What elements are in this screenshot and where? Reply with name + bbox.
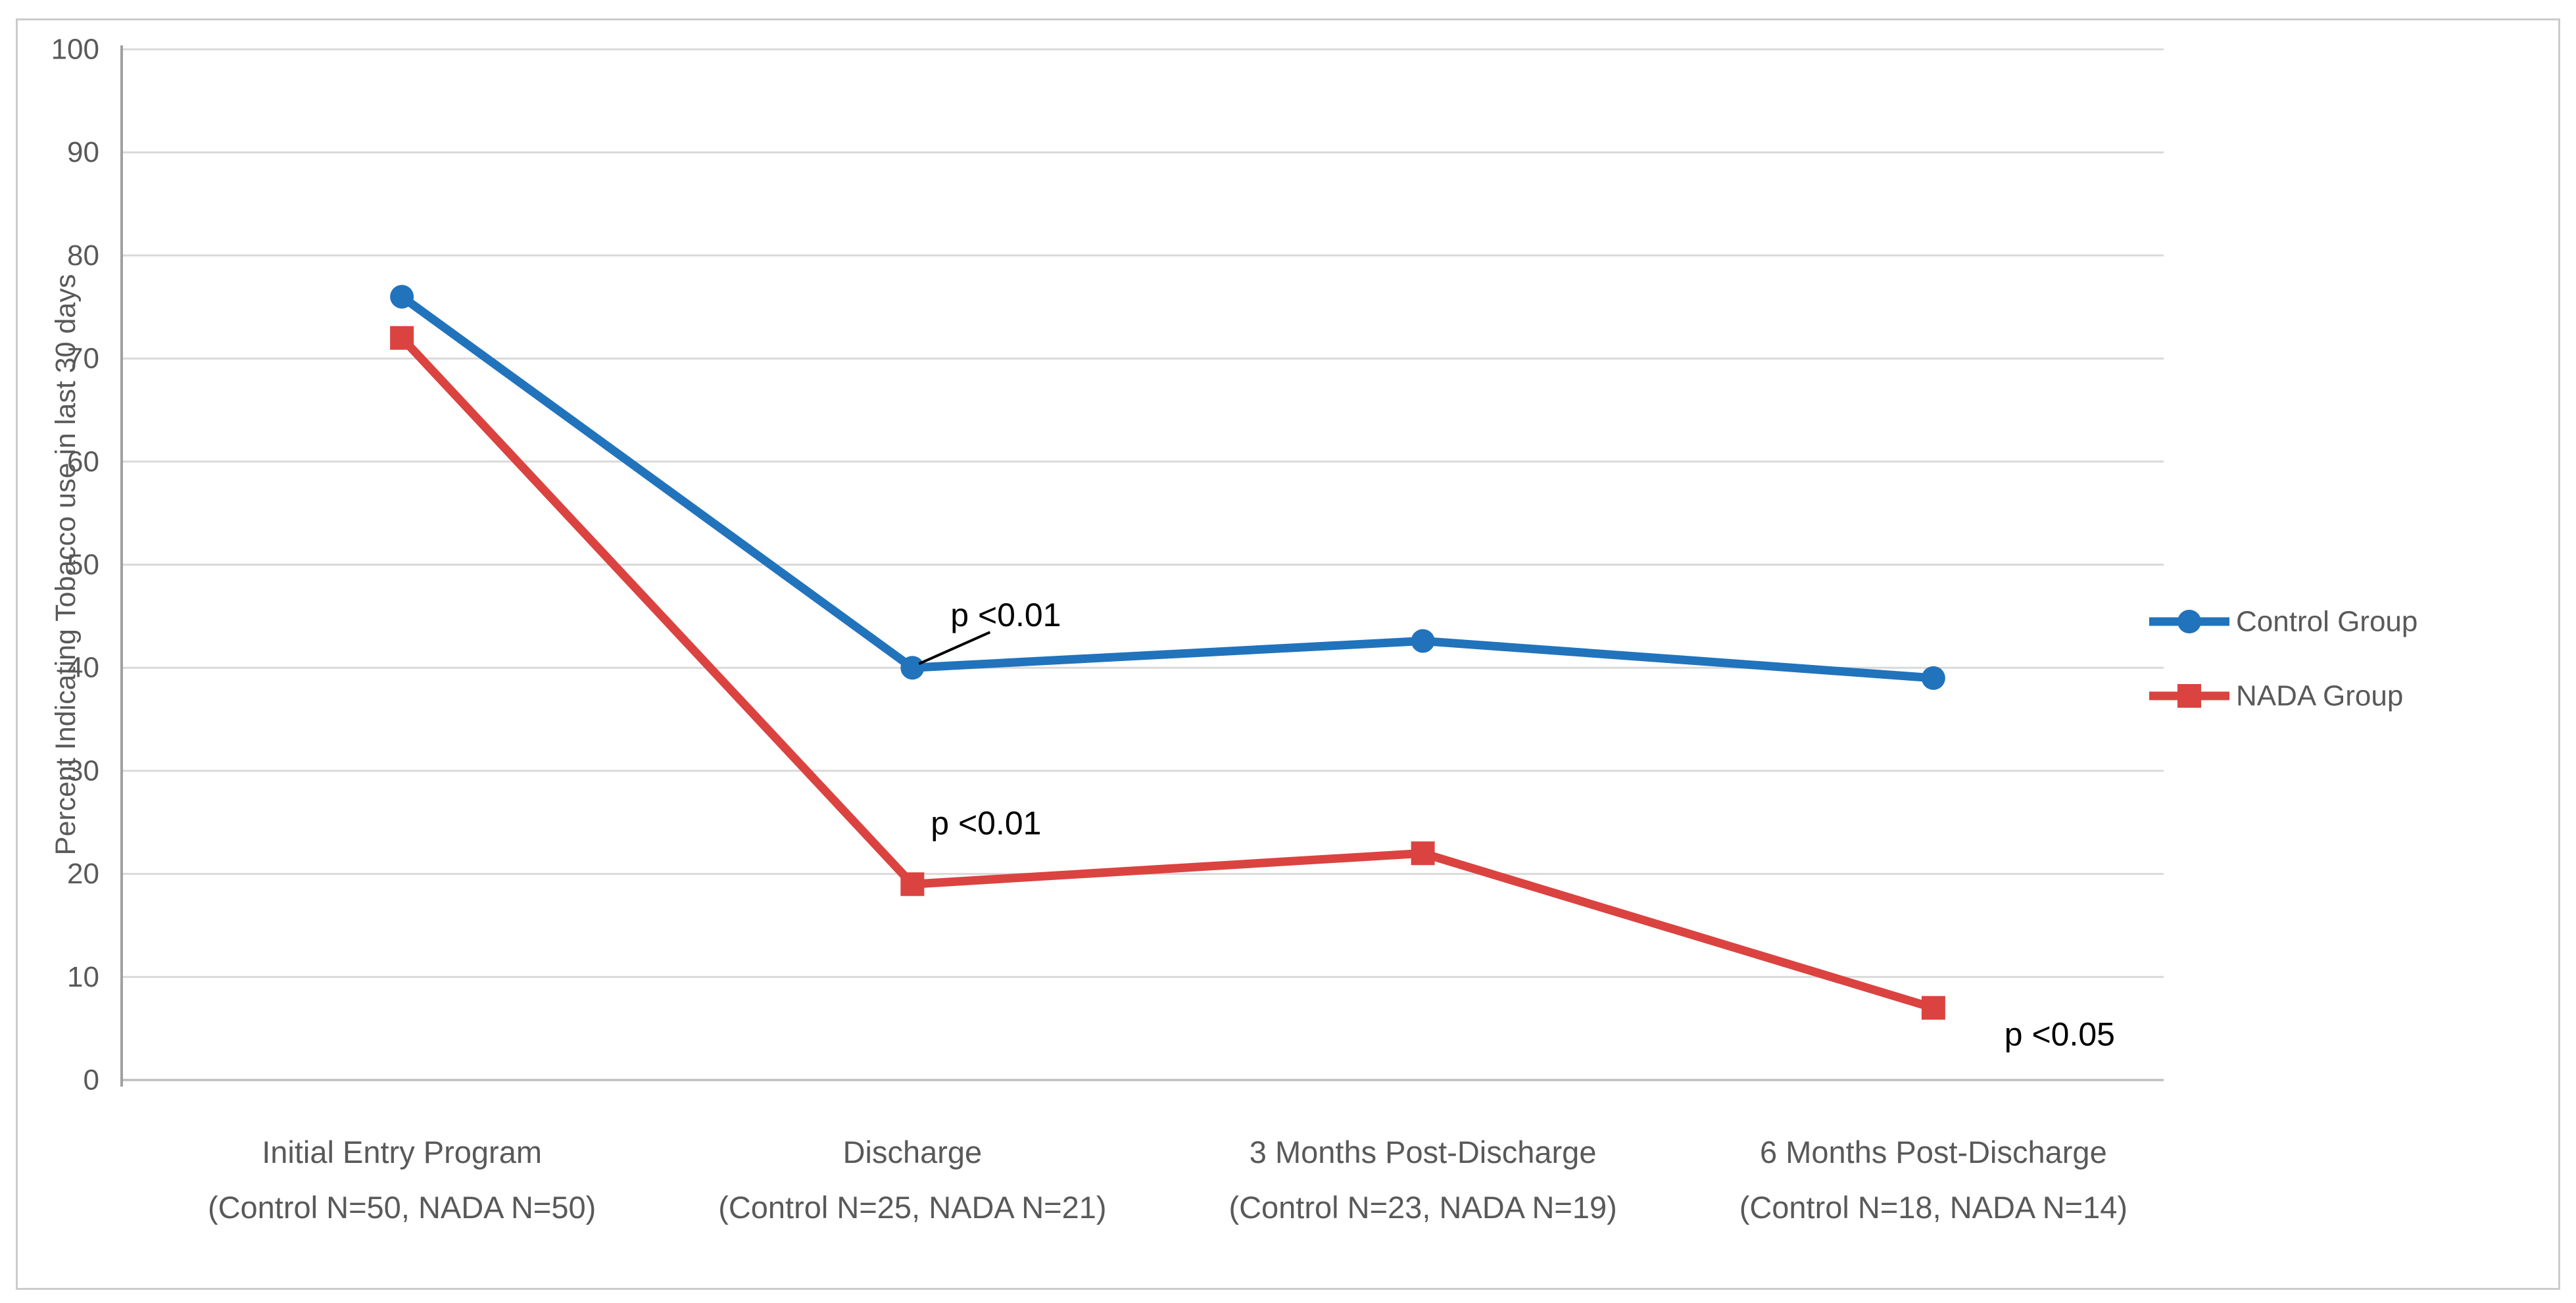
annotation-label-0: p <0.01 xyxy=(950,597,1061,633)
x-category-label-line1: Discharge xyxy=(843,1135,983,1169)
legend-label-0: Control Group xyxy=(2236,606,2418,638)
series-1-marker-0 xyxy=(390,326,414,350)
annotation-label-1: p <0.01 xyxy=(931,804,1041,841)
y-tick-label-0: 0 xyxy=(84,1064,99,1096)
legend-marker-0 xyxy=(2177,610,2201,633)
series-line-1 xyxy=(399,335,1935,1012)
series-1-marker-1 xyxy=(900,872,925,897)
x-category-label-line2: (Control N=25, NADA N=21) xyxy=(718,1190,1106,1225)
series-line-0 xyxy=(399,293,1934,683)
y-tick-label-40: 40 xyxy=(67,652,99,684)
x-category-label-line1: 6 Months Post-Discharge xyxy=(1760,1135,2107,1169)
series-1-marker-3 xyxy=(1921,996,1945,1020)
y-tick-label-70: 70 xyxy=(67,343,99,375)
y-tick-label-90: 90 xyxy=(67,136,99,168)
y-tick-label-20: 20 xyxy=(67,858,99,890)
x-category-label-line1: Initial Entry Program xyxy=(262,1135,542,1169)
annotation-label-2: p <0.05 xyxy=(2005,1016,2115,1052)
series-0-marker-2 xyxy=(1411,629,1435,653)
legend-label-1: NADA Group xyxy=(2236,680,2403,712)
annotation-leader-line xyxy=(918,631,991,666)
x-category-label-line2: (Control N=18, NADA N=14) xyxy=(1739,1190,2127,1225)
y-tick-label-50: 50 xyxy=(67,549,99,581)
series-0-marker-3 xyxy=(1921,666,1945,690)
y-tick-label-80: 80 xyxy=(67,239,99,272)
series-0-marker-0 xyxy=(390,285,414,309)
legend-marker-1 xyxy=(2177,684,2201,708)
x-category-label-line1: 3 Months Post-Discharge xyxy=(1250,1135,1597,1169)
series-1-marker-2 xyxy=(1411,841,1435,866)
x-category-label-line2: (Control N=50, NADA N=50) xyxy=(208,1190,596,1225)
y-tick-label-30: 30 xyxy=(67,754,99,787)
y-tick-label-100: 100 xyxy=(51,34,99,66)
y-axis-title: Percent Indicating Tobacco use in last 3… xyxy=(50,274,82,856)
y-tick-label-60: 60 xyxy=(67,445,99,478)
y-tick-label-10: 10 xyxy=(67,961,99,993)
series-0-marker-1 xyxy=(900,656,925,680)
x-category-label-line2: (Control N=23, NADA N=19) xyxy=(1228,1190,1616,1225)
